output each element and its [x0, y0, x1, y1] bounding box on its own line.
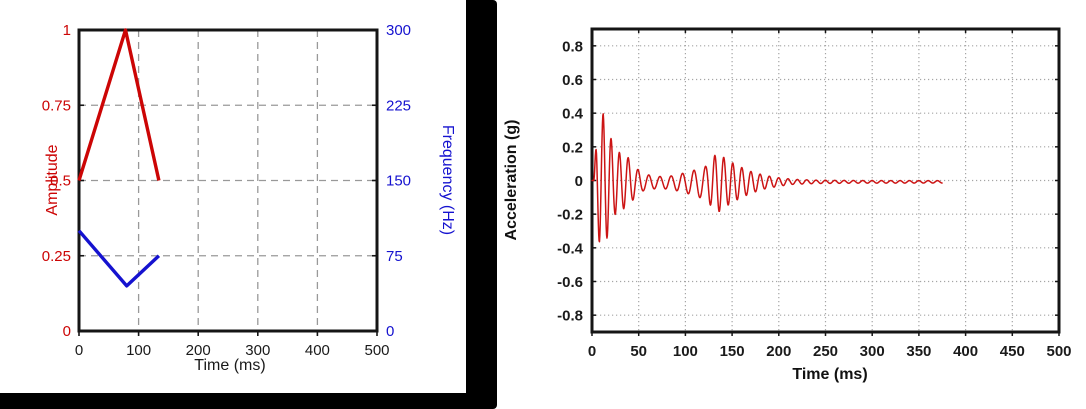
x-tick-label: 350: [906, 343, 931, 360]
x-tick-label: 400: [953, 343, 978, 360]
x-axis-title: Time (ms): [194, 357, 266, 374]
x-tick-label: 0: [588, 343, 596, 360]
x-tick-label: 150: [720, 343, 745, 360]
sweep-chart-panel: 0 100 200 300 400 500 0 0.25 0.5 0.75 1 0 75 150 225 30…: [0, 0, 466, 393]
x-tick-label: 450: [1000, 343, 1025, 360]
acceleration-chart-panel: 0 50 100 150 200 250 300 350 400 450 500 0.8 0.6 0.4 0…: [497, 0, 1086, 409]
x-tick-label: 200: [186, 342, 211, 359]
frequency-sweep-line: [77, 229, 161, 288]
x-tick-label: 400: [305, 342, 330, 359]
y-tick-label: -0.2: [557, 207, 583, 224]
x-tick-label: 100: [673, 343, 698, 360]
right-y-axis-title: Frequency (Hz): [439, 124, 456, 236]
left-y-tick-label: 0.75: [42, 97, 71, 114]
y-tick-label: 0.2: [562, 139, 583, 156]
y-axis-title: Acceleration (g): [503, 119, 520, 241]
left-y-tick-label: 0.25: [42, 248, 71, 265]
y-tick-label: 0: [575, 173, 583, 190]
amplitude-sweep-line: [77, 28, 161, 182]
right-y-tick-label: 75: [386, 248, 403, 265]
acceleration-response-waveform: [591, 113, 943, 243]
x-axis-title: Time (ms): [792, 366, 868, 383]
y-tick-label: 0.6: [562, 72, 583, 89]
y-tick-label: -0.8: [557, 308, 583, 325]
x-tick-label: 300: [245, 342, 270, 359]
left-y-axis-title: Amplitude: [44, 144, 61, 216]
x-tick-label: 50: [630, 343, 647, 360]
y-tick-label: 0.8: [562, 38, 583, 55]
acceleration-time-chart: 0 50 100 150 200 250 300 350 400 450 500 0.8 0.6 0.4 0…: [557, 27, 1072, 360]
x-tick-label: 500: [364, 342, 389, 359]
right-y-tick-label: 225: [386, 97, 411, 114]
right-y-tick-label: 0: [386, 323, 394, 340]
amplitude-frequency-chart: 0 100 200 300 400 500 0 0.25 0.5 0.75 1 0 75 150 225 30…: [42, 22, 411, 359]
x-tick-label: 250: [813, 343, 838, 360]
y-tick-label: 0.4: [562, 106, 584, 123]
right-y-tick-label: 150: [386, 173, 411, 190]
x-tick-label: 0: [75, 342, 83, 359]
left-y-tick-label: 0.5: [50, 173, 71, 190]
left-y-tick-label: 1: [63, 22, 71, 39]
x-tick-label: 200: [766, 343, 791, 360]
x-tick-label: 500: [1046, 343, 1071, 360]
x-tick-label: 300: [860, 343, 885, 360]
y-tick-label: -0.6: [557, 274, 583, 291]
right-y-tick-label: 300: [386, 22, 411, 39]
y-tick-label: -0.4: [557, 240, 584, 257]
left-y-tick-label: 0: [63, 323, 71, 340]
x-tick-label: 100: [126, 342, 151, 359]
